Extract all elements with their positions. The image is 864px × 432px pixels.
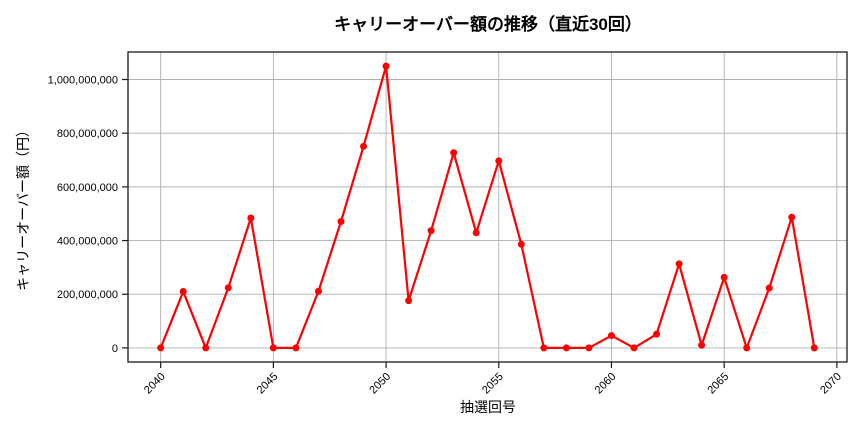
x-tick-label: 2065 — [705, 371, 731, 397]
data-point — [607, 332, 615, 340]
data-point — [337, 217, 345, 225]
data-point — [562, 344, 570, 352]
data-point — [765, 284, 773, 292]
data-point — [472, 229, 480, 237]
data-point — [360, 142, 368, 150]
y-tick-label: 0 — [112, 343, 118, 355]
data-point — [179, 288, 187, 296]
x-tick-label: 2050 — [367, 371, 393, 397]
data-point — [427, 227, 435, 235]
data-point — [720, 273, 728, 281]
data-point — [495, 157, 503, 165]
data-point — [675, 260, 683, 268]
data-point — [585, 344, 593, 352]
data-point — [698, 341, 706, 349]
series-line — [159, 64, 816, 350]
y-axis-label: キャリーオーバー額（円） — [15, 123, 31, 291]
data-point — [405, 297, 413, 305]
data-point — [224, 284, 232, 292]
data-point — [788, 213, 796, 221]
data-point — [202, 344, 210, 352]
x-tick-label: 2070 — [818, 371, 844, 397]
y-tick-label: 200,000,000 — [57, 289, 118, 301]
data-point — [540, 344, 548, 352]
data-point — [292, 344, 300, 352]
data-point — [810, 344, 818, 352]
y-tick-label: 1,000,000,000 — [48, 75, 118, 87]
y-tick-label: 600,000,000 — [57, 182, 118, 194]
x-tick-label: 2040 — [142, 371, 168, 397]
data-point — [382, 62, 390, 70]
data-point — [630, 344, 638, 352]
data-point — [247, 214, 255, 222]
y-tick-label: 400,000,000 — [57, 236, 118, 248]
plot-area: 0 200,000,000 400,000,000 600,000,000 800,00… — [48, 51, 848, 397]
y-tick-label: 800,000,000 — [57, 128, 118, 140]
data-point — [743, 344, 751, 352]
data-point — [450, 149, 458, 157]
x-tick-label: 2060 — [593, 371, 619, 397]
chart-title: キャリーオーバー額の推移（直近30回） — [334, 14, 642, 34]
x-axis-label: 抽選回号 — [460, 399, 516, 415]
data-point — [314, 287, 322, 295]
data-point — [269, 344, 277, 352]
data-point — [653, 330, 661, 338]
x-tick-label: 2045 — [255, 371, 281, 397]
data-point — [517, 240, 525, 248]
x-tick-label: 2055 — [480, 371, 506, 397]
data-point — [157, 344, 165, 352]
plot-border — [127, 51, 848, 363]
